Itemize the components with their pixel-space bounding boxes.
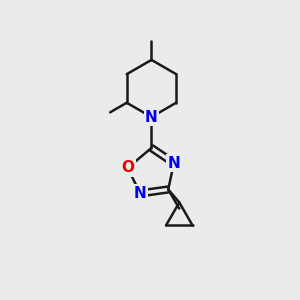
Text: N: N <box>134 186 146 201</box>
Text: O: O <box>121 160 134 175</box>
Text: N: N <box>167 155 180 170</box>
Text: N: N <box>145 110 158 124</box>
